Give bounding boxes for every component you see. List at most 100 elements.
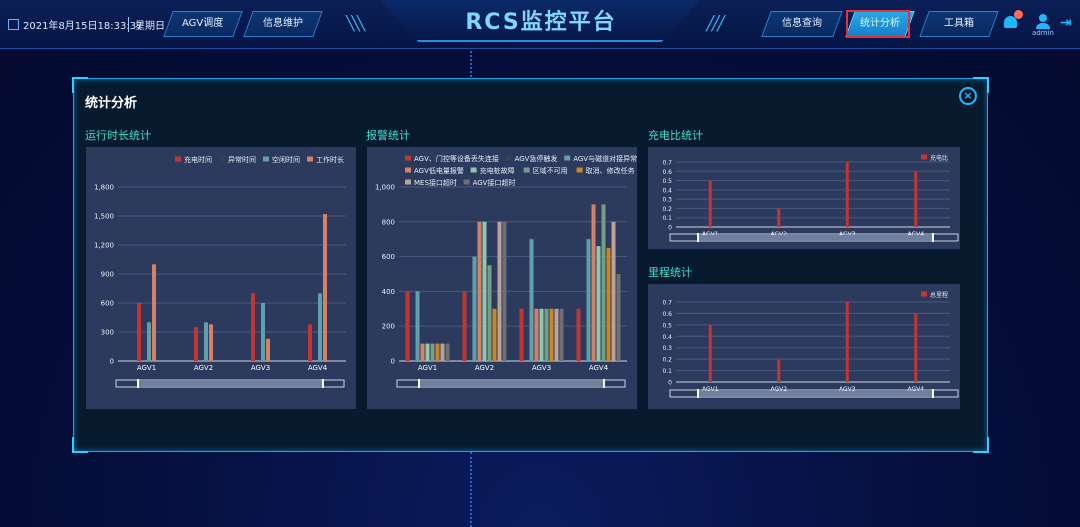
x-tick-label: AGV3 xyxy=(532,364,551,372)
bar xyxy=(482,221,487,361)
bar xyxy=(539,308,544,361)
bar xyxy=(435,343,440,361)
nav-toolbox[interactable]: 工具箱 xyxy=(919,11,999,37)
bar xyxy=(777,359,781,382)
legend-label: AGV低电量报警 xyxy=(414,166,464,175)
bar xyxy=(845,302,849,382)
legend-label: AGV与磁道对接异常 xyxy=(573,154,637,163)
bar xyxy=(616,274,621,361)
x-tick-label: AGV4 xyxy=(589,364,609,372)
nav-info-maintenance[interactable]: 信息维护 xyxy=(243,11,323,37)
y-tick-label: 400 xyxy=(382,288,395,296)
bar xyxy=(611,221,616,361)
legend-label: 空闲时间 xyxy=(272,155,300,164)
legend-swatch xyxy=(405,155,411,161)
bar xyxy=(323,214,327,361)
bar xyxy=(497,221,502,361)
bar xyxy=(845,162,849,227)
title-frame xyxy=(380,0,700,42)
y-tick-label: 200 xyxy=(382,323,395,331)
y-tick-label: 0 xyxy=(668,380,672,387)
zoom-slider-range xyxy=(419,381,604,386)
y-tick-label: 0.1 xyxy=(662,215,672,222)
nav-label: 工具箱 xyxy=(944,18,974,29)
bar xyxy=(261,303,265,361)
bar xyxy=(152,264,156,361)
bar xyxy=(519,308,524,361)
bar xyxy=(559,308,564,361)
nav-agv-dispatch[interactable]: AGV调度 xyxy=(163,11,243,37)
legend-swatch xyxy=(921,154,927,160)
y-tick-label: 600 xyxy=(382,253,395,261)
corner-decor xyxy=(72,77,88,93)
bar xyxy=(477,221,482,361)
runtime-title: 运行时长统计 xyxy=(85,129,151,142)
y-tick-label: 300 xyxy=(101,329,114,337)
datetime-text: 2021年8月15日18:33:37 xyxy=(23,21,143,32)
x-tick-label: AGV3 xyxy=(251,364,270,372)
bar xyxy=(606,247,611,361)
alarm-chart: 0 200 400 600 800 1,000 AGV1 AGV2 AGV3 AGV4 AGV、门控… xyxy=(375,154,637,388)
legend-label: 充电桩故障 xyxy=(480,166,515,175)
zoom-slider-handle xyxy=(697,233,699,242)
bar xyxy=(601,204,606,361)
calendar-icon xyxy=(8,19,19,30)
bar xyxy=(266,338,270,361)
y-tick-label: 0.5 xyxy=(662,178,672,185)
bar xyxy=(914,171,918,227)
bar xyxy=(576,308,581,361)
weekday: 星期日 xyxy=(128,17,165,32)
y-tick-label: 0.1 xyxy=(662,368,672,375)
bar xyxy=(708,324,712,382)
mileage-chart-card: 0 0.1 0.2 0.3 0.4 0.5 0.6 0.7 AGV1 AGV2 AGV3 AGV4 总里… xyxy=(648,284,960,409)
legend-swatch xyxy=(219,156,225,162)
y-tick-label: 0.4 xyxy=(662,187,672,194)
x-tick-label: AGV1 xyxy=(137,364,156,372)
bar xyxy=(708,180,712,227)
logout-icon[interactable]: ⇥ xyxy=(1060,15,1072,31)
zoom-slider-handle xyxy=(322,379,324,388)
close-icon[interactable]: × xyxy=(959,87,977,105)
bar xyxy=(529,239,534,361)
zoom-slider-handle xyxy=(697,389,699,398)
stripes-icon: ╱╱╱ xyxy=(706,16,725,32)
panel-title: 统计分析 xyxy=(85,96,138,111)
y-tick-label: 1,000 xyxy=(375,184,395,192)
nav-info-query[interactable]: 信息查询 xyxy=(761,11,843,37)
bar xyxy=(415,291,420,361)
legend-swatch xyxy=(470,167,477,173)
bar xyxy=(308,324,312,361)
zoom-slider-handle xyxy=(603,379,605,388)
bar xyxy=(492,308,497,361)
legend-label: 区域不可用 xyxy=(533,166,568,175)
legend-label: 充电比 xyxy=(930,154,948,162)
legend-swatch xyxy=(564,155,571,161)
bar xyxy=(554,308,559,361)
bar xyxy=(591,204,596,361)
x-tick-label: AGV2 xyxy=(194,364,213,372)
bar xyxy=(440,343,445,361)
runtime-chart: 0 300 600 900 1,200 1,500 1,800 AGV1 AGV2 AGV3 AGV… xyxy=(94,155,346,388)
bar xyxy=(777,208,781,227)
y-tick-label: 1,200 xyxy=(94,242,114,250)
legend-swatch xyxy=(505,155,512,161)
y-tick-label: 0.6 xyxy=(662,169,672,176)
bar xyxy=(502,221,507,361)
x-tick-label: AGV1 xyxy=(418,364,437,372)
y-tick-label: 0.2 xyxy=(662,357,672,364)
bar xyxy=(544,308,549,361)
bar xyxy=(251,293,255,361)
x-tick-label: AGV2 xyxy=(475,364,494,372)
zoom-slider-handle xyxy=(932,233,934,242)
user-icon[interactable]: admin xyxy=(1032,14,1054,37)
bar xyxy=(430,343,435,361)
y-tick-label: 800 xyxy=(382,218,395,226)
zoom-slider-range xyxy=(138,381,323,386)
bell-icon[interactable] xyxy=(1004,10,1023,30)
corner-decor xyxy=(72,437,88,453)
legend-label: 充电时间 xyxy=(184,155,212,164)
y-tick-label: 0.7 xyxy=(662,300,672,307)
bar xyxy=(472,256,477,361)
top-bar: 2021年8月15日18:33:37 星期日 AGV调度 信息维护 ╲╲╲ RC… xyxy=(0,0,1080,49)
legend-label: 总里程 xyxy=(930,291,948,299)
